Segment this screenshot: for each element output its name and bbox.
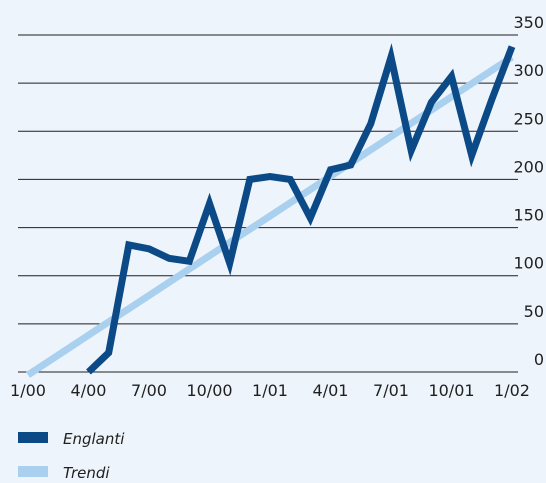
series-line-trendi	[26, 54, 514, 378]
legend-item-englanti: Englanti	[18, 430, 125, 448]
x-tick-label: 1/01	[252, 381, 288, 400]
x-tick-label: 1/00	[10, 381, 46, 400]
legend: Englanti Trendi	[18, 430, 125, 482]
y-tick-label: 150	[513, 206, 544, 225]
y-tick-label: 100	[513, 254, 544, 273]
x-tick-label: 10/00	[186, 381, 232, 400]
series-line-englanti	[86, 43, 516, 375]
legend-swatch	[18, 432, 48, 443]
x-tick-label: 10/01	[428, 381, 474, 400]
legend-label: Englanti	[63, 430, 125, 448]
x-tick-label: 4/01	[313, 381, 349, 400]
legend-label: Trendi	[63, 464, 110, 482]
series-lines	[26, 43, 516, 378]
x-tick-label: 4/00	[71, 381, 107, 400]
y-axis-ticks: 0 50 100 150 200 250 300 350	[513, 13, 544, 369]
legend-swatch	[18, 466, 48, 477]
x-tick-label: 1/02	[494, 381, 530, 400]
y-tick-label: 200	[513, 157, 544, 176]
y-tick-label: 50	[524, 302, 544, 321]
legend-item-trendi: Trendi	[18, 464, 110, 482]
x-tick-label: 7/00	[131, 381, 167, 400]
y-tick-label: 300	[513, 61, 544, 80]
y-tick-label: 350	[513, 13, 544, 32]
x-tick-label: 7/01	[373, 381, 409, 400]
x-axis-ticks: 1/00 4/00 7/00 10/00 1/01 4/01 7/01 10/01 1/02	[10, 381, 530, 400]
y-tick-label: 0	[534, 350, 544, 369]
y-tick-label: 250	[513, 109, 544, 128]
